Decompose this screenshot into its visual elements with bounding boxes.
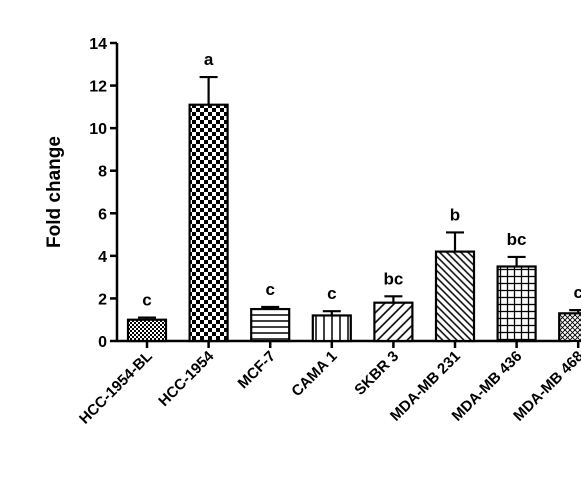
bars-group	[126, 75, 581, 343]
significance-label: c	[142, 291, 151, 310]
bar-mda-mb-231	[434, 250, 476, 343]
x-tick-label: SKBR 3	[351, 348, 402, 399]
bar-hcc-1954	[188, 103, 229, 343]
x-tick-label: HCC-1954-BL	[76, 348, 156, 428]
significance-label: bc	[507, 230, 527, 249]
x-tick-label: CAMA 1	[288, 348, 340, 400]
x-tick-label: MCF-7	[235, 348, 279, 392]
y-tick-label: 6	[98, 206, 107, 223]
significance-label: b	[450, 205, 460, 224]
y-tick-label: 8	[98, 164, 107, 181]
y-tick-label: 12	[89, 79, 107, 96]
significance-label: bc	[383, 269, 403, 288]
bar-mcf-7	[250, 307, 291, 343]
bar-mda-mb-436	[496, 265, 537, 343]
y-tick-label: 10	[89, 121, 107, 138]
significance-label: a	[204, 50, 214, 69]
bar-hcc-1954-bl	[126, 318, 168, 343]
y-tick-label: 0	[98, 334, 107, 351]
bar-mda-mb-468	[558, 312, 581, 343]
significance-label: c	[327, 284, 336, 303]
y-tick-label: 2	[98, 291, 107, 308]
bar-skbr-3	[373, 301, 414, 343]
significance-label: c	[573, 283, 581, 302]
y-tick-label: 14	[89, 36, 107, 53]
bar-cama-1	[311, 314, 352, 343]
y-tick-label: 4	[98, 249, 107, 266]
y-axis-label: Fold change	[44, 136, 65, 248]
significance-label: c	[265, 280, 274, 299]
x-tick-label: HCC-1954	[155, 347, 218, 410]
